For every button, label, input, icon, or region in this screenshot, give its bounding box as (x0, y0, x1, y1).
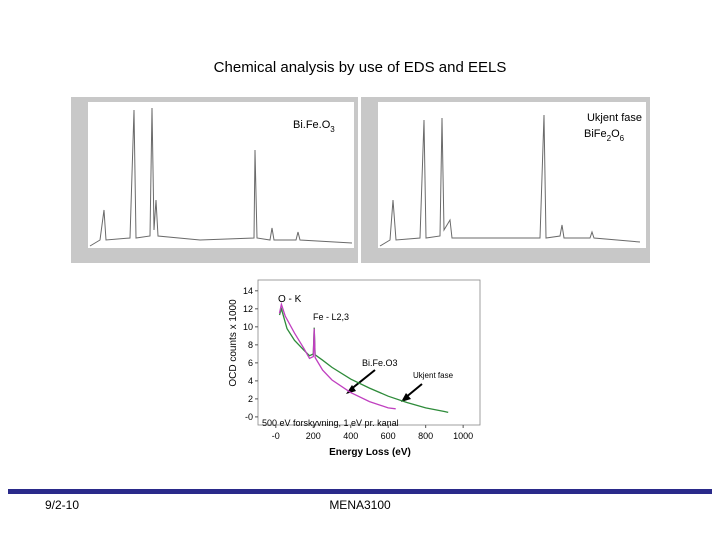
phase-label: Ukjent fase (587, 112, 642, 124)
annotation: Bi.Fe.O3 (362, 358, 398, 368)
annotation: 500 eV forskyvning, 1 eV pr. kanal (262, 418, 399, 428)
x-axis-label: Energy Loss (eV) (329, 447, 411, 458)
formula-part: O (611, 128, 620, 140)
footer-date: 9/2-10 (45, 498, 79, 512)
eels-chart: OCD counts x 1000 Energy Loss (eV) O - K… (228, 279, 481, 458)
eds-spectrum-right: Ukjent fase BiFe2O6 (361, 97, 650, 263)
y-tick-label: 10 (243, 322, 253, 332)
x-tick-label: 800 (418, 431, 433, 441)
annotation: Ukjent fase (413, 371, 454, 380)
footer-course: MENA3100 (329, 498, 391, 512)
y-axis-label: OCD counts x 1000 (228, 299, 239, 387)
plot-area (378, 102, 646, 248)
formula-sub: 2 (607, 134, 612, 143)
eds-spectrum-left: Bi.Fe.O3 (71, 97, 358, 263)
x-tick-label: 600 (381, 431, 396, 441)
formula: Bi.Fe.O3 (293, 119, 335, 134)
y-tick-label: 14 (243, 286, 253, 296)
y-tick-label: 12 (243, 304, 253, 314)
y-tick-label: 2 (248, 394, 253, 404)
y-tick-label: 6 (248, 358, 253, 368)
slide-title: Chemical analysis by use of EDS and EELS (214, 59, 507, 76)
spectrum-trace (89, 107, 353, 247)
arrow-head (401, 393, 411, 402)
eels-curve (278, 301, 396, 410)
annotation: Fe - L2,3 (313, 312, 349, 322)
x-tick-label: 1000 (453, 431, 473, 441)
formula: BiFe2O6 (584, 128, 625, 143)
x-tick-label: -0 (272, 431, 280, 441)
x-tick-label: 200 (306, 431, 321, 441)
eels-curve (278, 306, 449, 414)
annotation: O - K (278, 294, 302, 305)
y-tick-label: -0 (245, 412, 253, 422)
y-tick-label: 8 (248, 340, 253, 350)
arrow (349, 369, 376, 391)
x-tick-label: 400 (343, 431, 358, 441)
footer-bar (8, 489, 712, 494)
formula-sub: 6 (620, 134, 625, 143)
formula-sub: 3 (330, 125, 335, 134)
formula-part: BiFe (584, 128, 607, 140)
spectrum-trace (379, 114, 641, 247)
formula-part: Bi.Fe.O (293, 119, 331, 131)
y-tick-label: 4 (248, 376, 253, 386)
